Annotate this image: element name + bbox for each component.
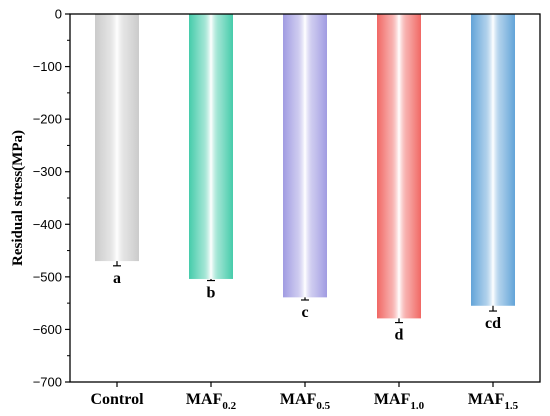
y-tick-label: −300 [33,164,62,179]
bar-1 [189,14,233,279]
bar-4 [471,14,515,306]
y-tick-label: −400 [33,217,62,232]
category-label: MAF1.0 [374,391,425,412]
y-tick-label: −200 [33,112,62,127]
x-axis: Control MAF0.2 MAF0.5 MAF1.0 MAF1.5 [90,382,519,412]
significance-label: c [301,304,308,321]
error-bars-layer [113,261,497,324]
significance-label: b [207,285,216,302]
y-tick-label: −500 [33,269,62,284]
y-axis: 0 −100 −200 −300 −400 −500 −600 −700 [33,7,70,390]
y-tick-label: 0 [55,7,62,22]
bar-2 [283,14,327,298]
significance-label: a [113,270,121,287]
y-tick-label: −600 [33,322,62,337]
bars-layer [95,14,515,319]
category-label: MAF1.5 [468,391,519,412]
bar-3 [377,14,421,319]
significance-label: cd [485,315,501,332]
significance-label: d [395,327,404,344]
category-label: MAF0.2 [186,391,237,412]
y-axis-title: Residual stress(MPa) [10,130,26,266]
y-tick-label: −700 [33,375,62,390]
category-label: MAF0.5 [280,391,331,412]
bar-0 [95,14,139,262]
category-label: Control [90,391,144,408]
y-tick-label: −100 [33,59,62,74]
